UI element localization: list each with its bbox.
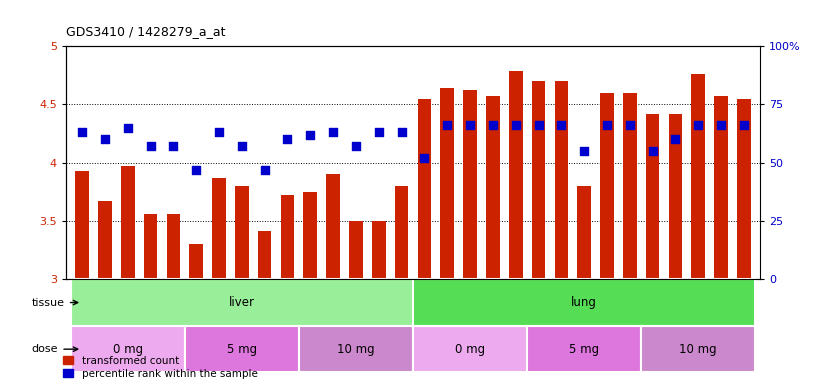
Text: lung: lung xyxy=(572,296,597,309)
Point xyxy=(326,129,339,136)
Point xyxy=(75,129,88,136)
Point xyxy=(418,155,431,161)
Bar xyxy=(326,174,340,279)
Bar xyxy=(303,192,317,279)
Bar xyxy=(668,114,682,279)
Bar xyxy=(167,214,180,279)
Bar xyxy=(75,171,89,279)
Bar xyxy=(185,326,299,372)
Bar xyxy=(623,93,637,279)
Text: GDS3410 / 1428279_a_at: GDS3410 / 1428279_a_at xyxy=(66,25,225,38)
Point xyxy=(646,148,659,154)
Bar xyxy=(532,81,545,279)
Point xyxy=(349,143,363,149)
Text: 10 mg: 10 mg xyxy=(680,343,717,356)
Point xyxy=(304,132,317,138)
Point xyxy=(669,136,682,142)
Bar xyxy=(646,114,659,279)
Point xyxy=(190,167,203,173)
Bar xyxy=(372,221,386,279)
Point xyxy=(577,148,591,154)
Point xyxy=(601,122,614,128)
Bar xyxy=(144,214,158,279)
Bar xyxy=(641,326,755,372)
Text: 0 mg: 0 mg xyxy=(112,343,143,356)
Bar xyxy=(413,279,755,326)
Bar xyxy=(258,232,272,279)
Bar xyxy=(235,186,249,279)
Text: 10 mg: 10 mg xyxy=(337,343,375,356)
Bar xyxy=(212,178,225,279)
Text: 0 mg: 0 mg xyxy=(455,343,485,356)
Bar xyxy=(440,88,454,279)
Bar xyxy=(554,81,568,279)
Text: dose: dose xyxy=(32,344,78,354)
Bar xyxy=(527,326,641,372)
Bar xyxy=(486,96,500,279)
Point xyxy=(212,129,225,136)
Point xyxy=(440,122,453,128)
Point xyxy=(167,143,180,149)
Text: 5 mg: 5 mg xyxy=(227,343,257,356)
Point xyxy=(395,129,408,136)
Text: 5 mg: 5 mg xyxy=(569,343,599,356)
Point xyxy=(235,143,249,149)
Point xyxy=(691,122,705,128)
Bar xyxy=(98,201,112,279)
Bar xyxy=(189,244,203,279)
Point xyxy=(121,125,135,131)
Point xyxy=(98,136,112,142)
Legend: transformed count, percentile rank within the sample: transformed count, percentile rank withi… xyxy=(63,356,258,379)
Bar xyxy=(691,74,705,279)
Bar xyxy=(463,90,477,279)
Bar xyxy=(418,99,431,279)
Point xyxy=(714,122,728,128)
Point xyxy=(144,143,157,149)
Bar xyxy=(71,326,185,372)
Point xyxy=(555,122,568,128)
Point xyxy=(487,122,500,128)
Bar xyxy=(281,195,294,279)
Bar xyxy=(395,186,408,279)
Bar xyxy=(299,326,413,372)
Bar xyxy=(509,71,523,279)
Point xyxy=(373,129,386,136)
Point xyxy=(509,122,522,128)
Point xyxy=(281,136,294,142)
Bar xyxy=(349,221,363,279)
Point xyxy=(738,122,751,128)
Bar xyxy=(601,93,614,279)
Bar xyxy=(577,186,591,279)
Point xyxy=(623,122,636,128)
Point xyxy=(463,122,477,128)
Bar xyxy=(121,166,135,279)
Bar xyxy=(737,99,751,279)
Point xyxy=(258,167,271,173)
Text: liver: liver xyxy=(229,296,255,309)
Bar xyxy=(413,326,527,372)
Point xyxy=(532,122,545,128)
Bar xyxy=(714,96,728,279)
Text: tissue: tissue xyxy=(32,298,78,308)
Bar xyxy=(71,279,413,326)
